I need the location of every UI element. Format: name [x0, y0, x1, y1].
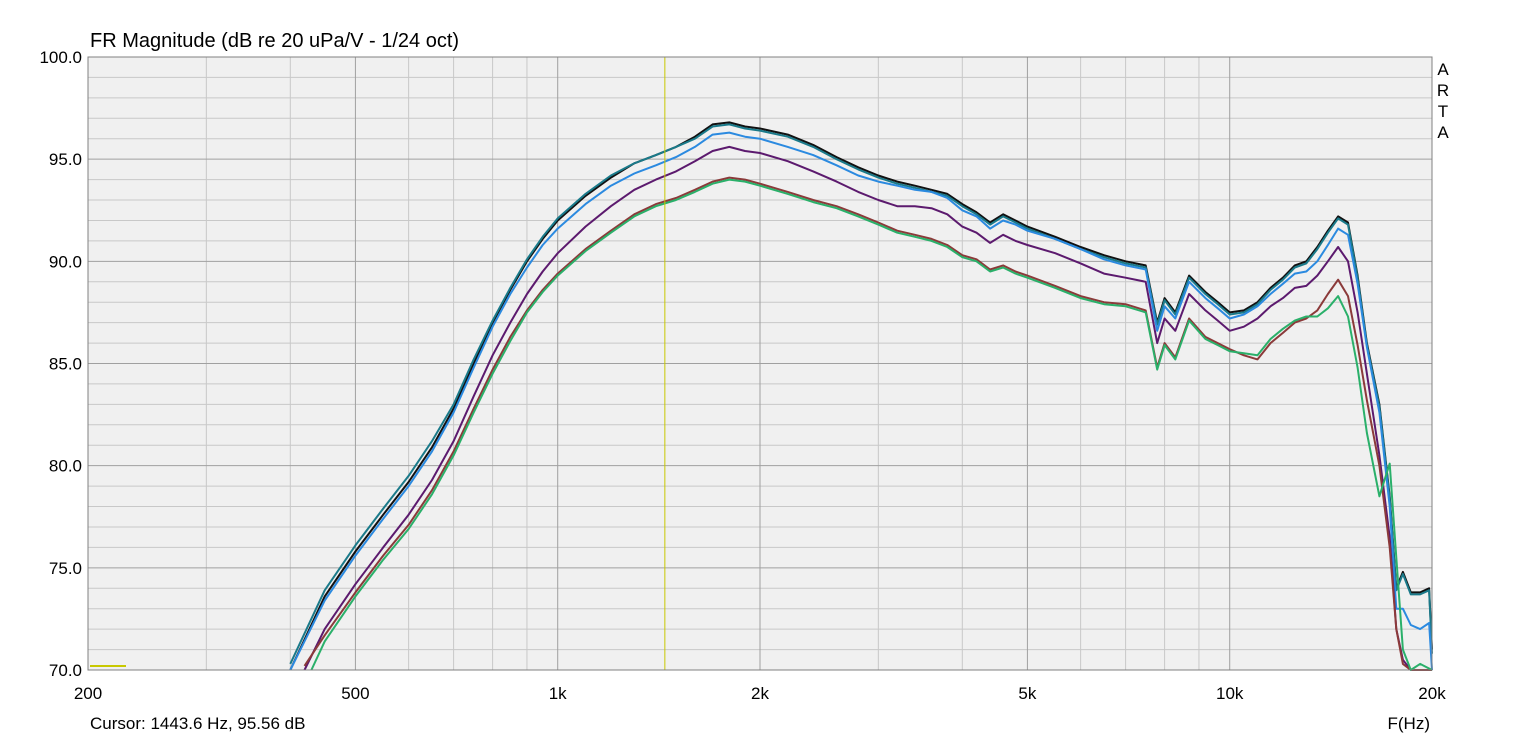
plot-frame — [87, 56, 1433, 671]
x-tick-labels: 200 500 1k 2k 5k 10k 20k — [74, 684, 1446, 703]
series-line-4 — [303, 145, 1432, 671]
brand-letter: A — [1437, 60, 1449, 79]
y-tick-label: 85.0 — [49, 355, 82, 374]
x-tick-label: 2k — [751, 684, 769, 703]
y-tick-label: 75.0 — [49, 559, 82, 578]
x-tick-label: 1k — [549, 684, 567, 703]
x-tick-label: 200 — [74, 684, 102, 703]
series-line-2 — [289, 123, 1433, 665]
series-line-5 — [303, 176, 1432, 671]
cursor-readout: Cursor: 1443.6 Hz, 95.56 dB — [90, 714, 305, 733]
y-tick-label: 80.0 — [49, 457, 82, 476]
series-line-3 — [289, 131, 1433, 671]
brand-letter: R — [1437, 81, 1449, 100]
x-axis-label: F(Hz) — [1388, 714, 1430, 733]
y-tick-labels: 70.0 75.0 80.0 85.0 90.0 95.0 100.0 — [39, 48, 82, 680]
brand-letter: T — [1438, 102, 1448, 121]
y-tick-label: 95.0 — [49, 150, 82, 169]
series-line-6 — [310, 178, 1433, 671]
x-tick-label: 5k — [1018, 684, 1036, 703]
y-tick-label: 70.0 — [49, 661, 82, 680]
y-tick-label: 100.0 — [39, 48, 82, 67]
series-line-1 — [289, 121, 1433, 671]
brand-letter: A — [1437, 123, 1449, 142]
x-tick-label: 10k — [1216, 684, 1244, 703]
series-group — [289, 121, 1433, 671]
y-tick-label: 90.0 — [49, 252, 82, 271]
chart-title: FR Magnitude (dB re 20 uPa/V - 1/24 oct) — [90, 30, 459, 52]
x-tick-label: 20k — [1418, 684, 1446, 703]
x-tick-label: 500 — [341, 684, 369, 703]
